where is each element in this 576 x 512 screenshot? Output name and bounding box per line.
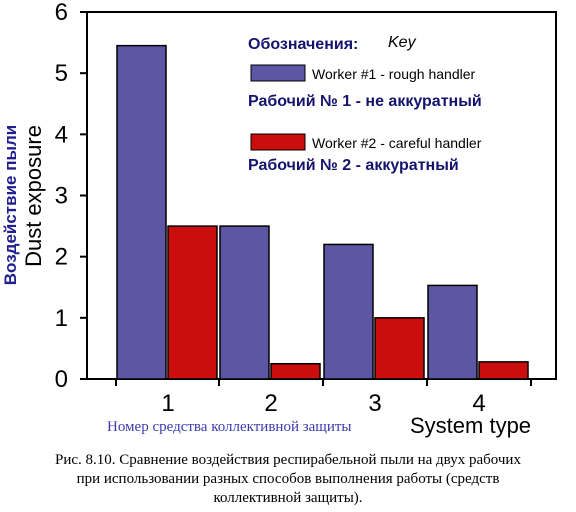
x-tick-label: 2 <box>264 390 277 417</box>
caption-line-1: Рис. 8.10. Сравнение воздействия респира… <box>55 452 521 468</box>
x-axis: 1 2 3 4 <box>115 379 532 417</box>
y-tick-label: 0 <box>55 366 68 393</box>
y-tick-label: 1 <box>55 305 68 332</box>
y-tick-label: 4 <box>55 121 68 148</box>
dust-exposure-chart: 0 1 2 3 4 5 6 1 2 3 4 Воздействие пыли Dust expos… <box>1 0 557 438</box>
y-tick-label: 3 <box>55 183 68 210</box>
legend-label-worker-2: Worker #2 - careful handler <box>312 135 482 151</box>
bars <box>116 44 529 380</box>
figure-caption: Рис. 8.10. Сравнение воздействия респира… <box>0 451 576 508</box>
y-tick-label: 2 <box>55 244 68 271</box>
bar-series-1-4 <box>427 284 478 380</box>
legend-label-worker-2-ru: Рабочий № 2 - аккуратный <box>248 157 459 174</box>
legend-label-worker-1: Worker #1 - rough handler <box>312 66 475 82</box>
bar-series-1-1 <box>116 44 167 380</box>
caption-line-2: при использовании разных способов выполн… <box>76 471 500 487</box>
y-axis-label: Dust exposure <box>21 125 46 267</box>
bar-series-2-2 <box>270 362 321 380</box>
bar-series-2-1 <box>167 225 218 380</box>
bar-series-1-3 <box>323 243 374 380</box>
x-axis-label-ru: Номер средства коллективной защиты <box>107 419 352 435</box>
x-tick-label: 1 <box>161 390 174 417</box>
legend-swatch-worker-1 <box>250 64 306 82</box>
y-tick-label: 6 <box>55 0 68 26</box>
bar-series-2-3 <box>374 317 425 380</box>
x-tick-label: 3 <box>368 390 381 417</box>
y-axis-label-ru: Воздействие пыли <box>1 125 20 285</box>
caption-line-3: коллективной защиты). <box>213 490 363 506</box>
x-tick-label: 4 <box>472 390 485 417</box>
bar-series-2-4 <box>478 361 529 380</box>
legend: Обозначения: Key Worker #1 - rough handl… <box>248 34 482 174</box>
legend-swatch-worker-2 <box>250 133 306 151</box>
bar-series-1-2 <box>219 225 270 380</box>
x-axis-label: System type <box>410 413 531 438</box>
y-tick-label: 5 <box>55 60 68 87</box>
y-axis: 0 1 2 3 4 5 6 <box>55 0 87 393</box>
legend-label-worker-1-ru: Рабочий № 1 - не аккуратный <box>248 93 482 110</box>
legend-title-ru: Обозначения: <box>248 36 358 53</box>
legend-title: Key <box>388 34 417 51</box>
